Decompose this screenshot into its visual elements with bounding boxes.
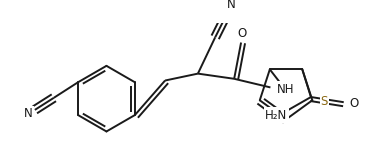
- Text: S: S: [321, 95, 328, 108]
- Text: O: O: [350, 97, 359, 110]
- Text: N: N: [227, 0, 236, 11]
- Text: NH: NH: [277, 83, 295, 96]
- Text: H₂N: H₂N: [265, 109, 287, 122]
- Text: O: O: [237, 27, 247, 40]
- Text: N: N: [23, 107, 32, 120]
